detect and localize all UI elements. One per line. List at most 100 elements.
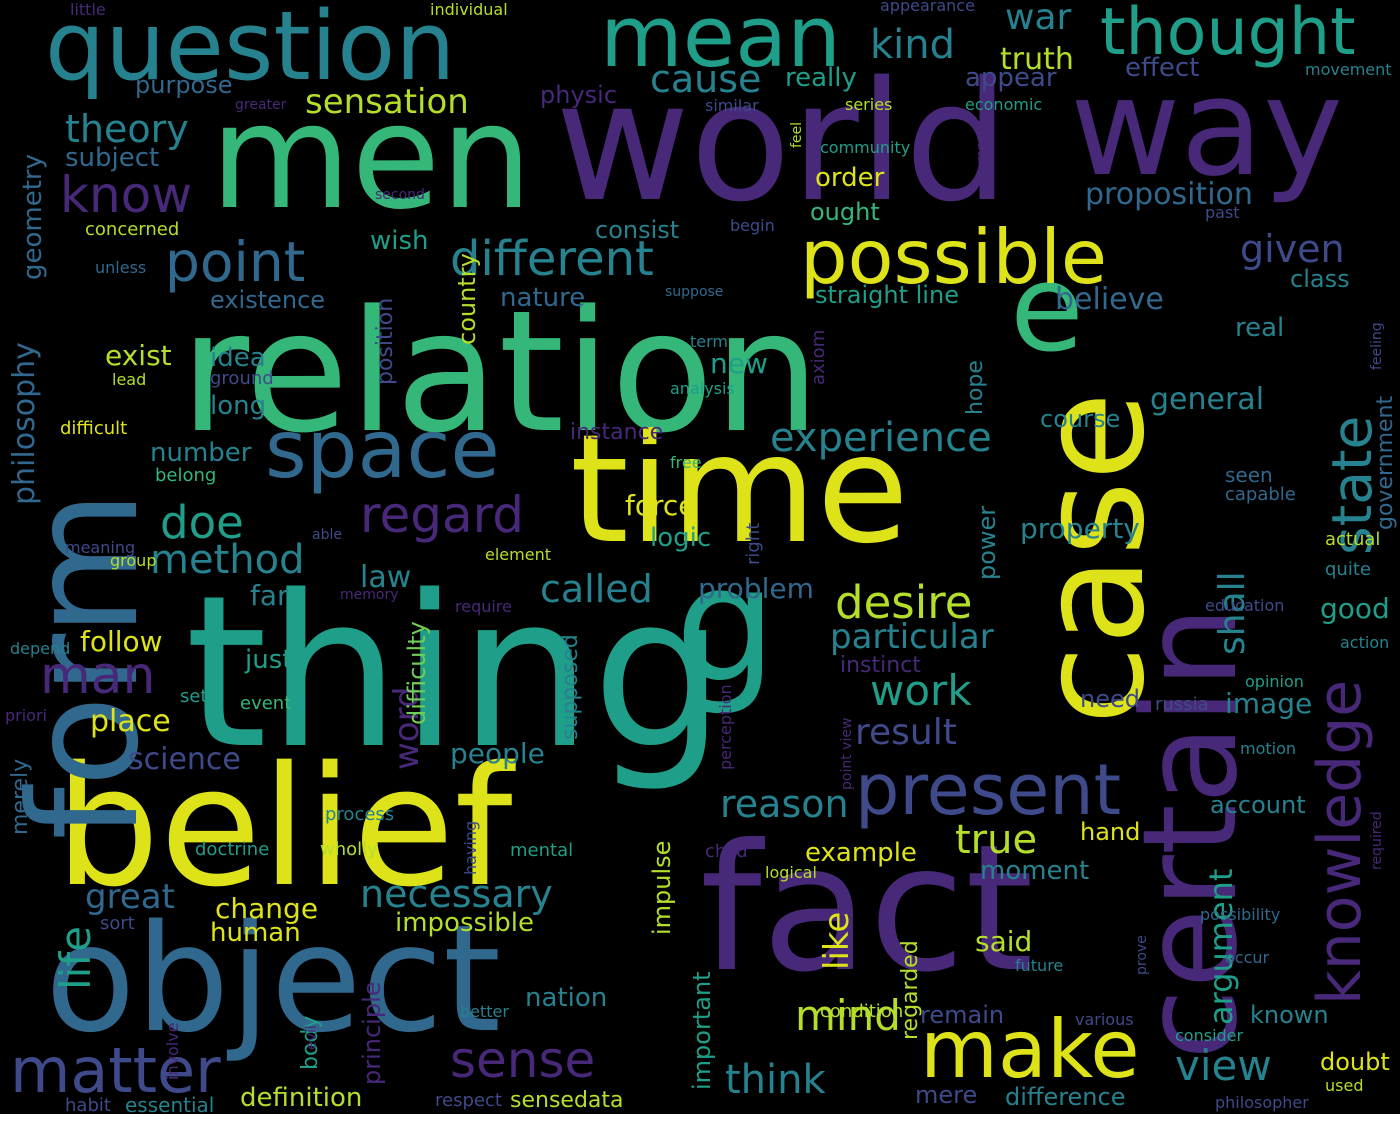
word-thing: thing (185, 550, 726, 795)
word-present: present (855, 749, 1122, 831)
word-similar: similar (705, 96, 759, 115)
word-straight-line: straight line (815, 281, 959, 309)
word-doubt: doubt (1320, 1048, 1390, 1076)
word-position: position (373, 297, 398, 385)
word-meaning: meaning (65, 538, 136, 557)
word-man: man (40, 646, 156, 706)
word-sort: sort (100, 913, 135, 934)
word-axiom: axiom (808, 329, 829, 385)
word-known: known (1250, 1001, 1329, 1029)
word-time: time (570, 403, 909, 577)
word-condition: condition (820, 1001, 904, 1022)
word-wish: wish (370, 226, 429, 256)
word-general: general (1150, 382, 1265, 417)
word-past: past (1205, 203, 1240, 222)
word-knowledge: knowledge (1305, 679, 1375, 1005)
word-change: change (215, 892, 319, 925)
word-movement: movement (1305, 60, 1392, 79)
word-right: right (743, 522, 764, 565)
word-priori: priori (5, 706, 47, 725)
word-little: little (70, 0, 106, 19)
word-result: result (855, 712, 957, 753)
word-relation: relation (180, 274, 821, 470)
word-know: know (60, 166, 193, 224)
word-nation: nation (525, 983, 608, 1013)
word-ought: ought (810, 198, 880, 226)
word-mean: mean (600, 0, 842, 87)
word-exist: exist (105, 339, 172, 372)
word-lead: lead (112, 370, 147, 389)
word-far: far (250, 579, 289, 612)
word-philosophy: philosophy (7, 342, 42, 505)
word-logic: logic (650, 523, 712, 553)
word-subject: subject (65, 143, 160, 173)
word-space: space (265, 403, 500, 496)
word-great: great (85, 877, 175, 917)
word-impulse: impulse (648, 840, 676, 935)
word-way: way (1070, 49, 1344, 206)
word-education: education (1205, 596, 1285, 615)
word-quite: quite (1325, 559, 1371, 580)
word-e: e (1010, 240, 1084, 379)
word-doctrine: doctrine (195, 839, 270, 860)
word-object: object (45, 893, 502, 1065)
word-necessary: necessary (360, 872, 553, 916)
word-philosopher: philosopher (1215, 1093, 1309, 1112)
word-required: required (1369, 811, 1385, 870)
word-better: better (460, 1002, 509, 1021)
word-theory: theory (65, 107, 189, 151)
word-difference: difference (1005, 1083, 1126, 1111)
word-difficult: difficult (60, 418, 128, 439)
word-seen: seen (1225, 463, 1273, 487)
word-need: need (1080, 685, 1140, 713)
word-matter: matter (10, 1034, 221, 1107)
word-essential: essential (125, 1093, 215, 1114)
word-instance: instance (570, 420, 664, 445)
word-action: action (1340, 633, 1390, 652)
word-concerned: concerned (85, 219, 180, 240)
word-said: said (975, 925, 1033, 958)
word-prove: prove (1134, 935, 1150, 975)
word-existence: existence (210, 286, 326, 314)
word-motion: motion (1240, 739, 1297, 758)
word-question: question (45, 0, 456, 102)
word-hope: hope (963, 360, 988, 415)
word-hand: hand (1080, 818, 1141, 846)
word-true: true (955, 817, 1038, 863)
word-think: think (725, 1057, 826, 1103)
word-mind: mind (795, 991, 901, 1040)
word-able: able (312, 527, 342, 543)
word-consist: consist (595, 216, 680, 244)
word-problem: problem (698, 572, 814, 605)
word-power: power (973, 505, 1001, 580)
word-property: property (1020, 512, 1140, 545)
word-class: class (1290, 265, 1350, 293)
word-free: free (670, 453, 702, 472)
word-point: point (165, 230, 306, 294)
word-number: number (150, 438, 252, 468)
word-unless: unless (95, 258, 147, 277)
word-doe: doe (160, 496, 244, 549)
word-thought: thought (1100, 0, 1356, 70)
word-impossible: impossible (395, 908, 535, 938)
word-appear: appear (965, 63, 1057, 93)
word-term: term (690, 332, 728, 351)
word-place: place (90, 704, 171, 739)
word-perception: perception (716, 684, 735, 770)
word-regarded: regarded (898, 940, 923, 1040)
word-definition: definition (240, 1083, 363, 1113)
word-really: really (785, 63, 857, 93)
word-possibility: possibility (1200, 905, 1281, 924)
word-view: view (1175, 1041, 1272, 1090)
word-sensedata: sensedata (510, 1088, 624, 1113)
word-respect: respect (435, 1090, 502, 1111)
word-geometry: geometry (18, 153, 48, 280)
word-long: long (210, 391, 267, 421)
word-effect: effect (1125, 53, 1200, 83)
word-belong: belong (155, 465, 217, 486)
word-g: g (675, 531, 777, 718)
word-actual: actual (1325, 529, 1381, 550)
word-argument: argument (1202, 868, 1240, 1025)
word-life: life (51, 926, 100, 990)
